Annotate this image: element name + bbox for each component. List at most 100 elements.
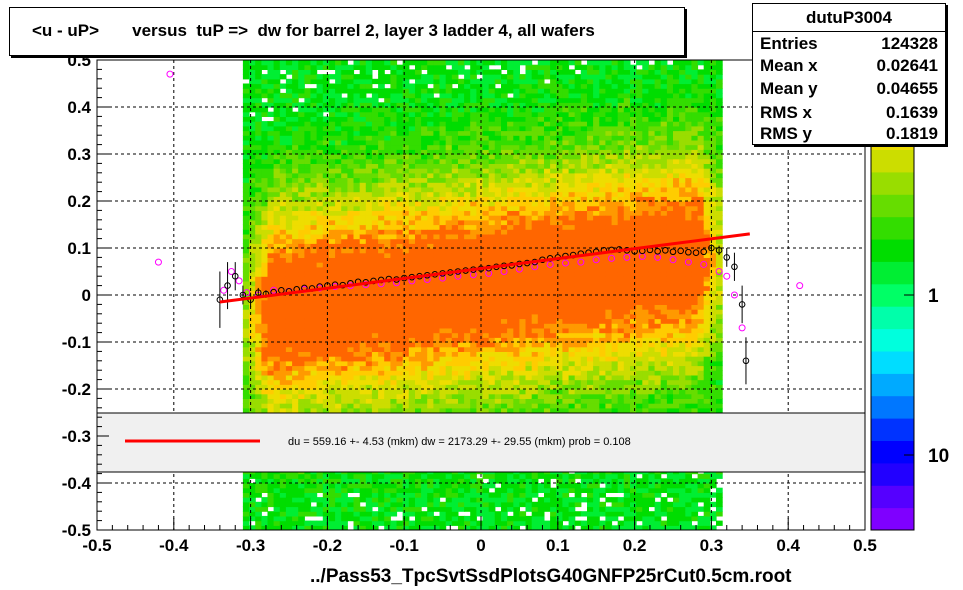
heatmap-cell <box>470 276 477 282</box>
heatmap-cell <box>249 74 256 80</box>
heatmap-cell <box>267 327 275 334</box>
heatmap-cell <box>501 266 508 273</box>
heatmap-cell <box>482 168 490 174</box>
heatmap-cell <box>279 266 287 273</box>
heatmap-cell <box>402 473 410 479</box>
heatmap-cell <box>476 78 484 85</box>
heatmap-cell <box>402 318 410 324</box>
heatmap-cell <box>304 248 312 254</box>
heatmap-cell <box>347 365 355 371</box>
heatmap-cell <box>255 135 262 141</box>
heatmap-cell <box>464 497 471 503</box>
heatmap-cell <box>359 130 367 136</box>
heatmap-cell <box>328 243 336 249</box>
heatmap-cell <box>261 473 269 479</box>
heatmap-cell <box>242 158 250 164</box>
heatmap-cell <box>537 144 545 150</box>
heatmap-cell <box>427 219 434 226</box>
heatmap-cell <box>544 276 551 282</box>
heatmap-cell <box>384 323 391 329</box>
heatmap-cell <box>378 356 385 362</box>
heatmap-cell <box>537 365 545 371</box>
heatmap-cell <box>279 478 287 484</box>
heatmap-cell <box>384 351 391 357</box>
heatmap-cell <box>371 60 379 66</box>
heatmap-cell <box>507 403 514 409</box>
heatmap-cell <box>550 219 557 226</box>
heatmap-cell <box>347 506 355 512</box>
heatmap-cell <box>427 172 434 179</box>
heatmap-cell <box>476 219 484 226</box>
heatmap-cell <box>513 360 520 367</box>
heatmap-cell <box>378 295 385 301</box>
heatmap-cell <box>519 313 527 320</box>
heatmap-cell <box>341 83 348 89</box>
heatmap-cell <box>285 313 293 320</box>
heatmap-cell <box>519 172 527 179</box>
heatmap-cell <box>242 191 250 197</box>
heatmap-cell <box>371 501 379 508</box>
heatmap-cell <box>285 403 293 409</box>
heatmap-cell <box>408 356 416 362</box>
heatmap-cell <box>242 139 250 146</box>
heatmap-cell <box>433 219 441 226</box>
heatmap-cell <box>292 473 299 479</box>
heatmap-cell <box>335 186 342 193</box>
heatmap-cell <box>298 304 305 310</box>
heatmap-cell <box>341 215 348 221</box>
heatmap-cell <box>292 248 299 254</box>
heatmap-cell <box>494 318 502 324</box>
heatmap-cell <box>316 525 324 530</box>
heatmap-cell <box>408 205 416 211</box>
heatmap-cell <box>353 266 361 273</box>
heatmap-cell <box>378 398 385 404</box>
heatmap-cell <box>476 177 484 183</box>
heatmap-cell <box>390 107 398 113</box>
heatmap-cell <box>458 243 465 249</box>
heatmap-cell <box>421 393 428 399</box>
heatmap-cell <box>341 379 348 385</box>
heatmap-cell <box>261 139 269 146</box>
heatmap-cell <box>347 309 355 315</box>
heatmap-cell <box>531 271 539 277</box>
heatmap-cell <box>292 327 299 334</box>
heatmap-cell <box>365 64 373 70</box>
heatmap-cell <box>458 389 465 395</box>
heatmap-cell <box>378 342 385 348</box>
heatmap-cell <box>378 125 385 132</box>
heatmap-cell <box>359 139 367 146</box>
heatmap-cell <box>494 172 502 179</box>
heatmap-cell <box>445 74 453 80</box>
heatmap-cell <box>488 97 496 103</box>
heatmap-cell <box>544 389 551 395</box>
heatmap-cell <box>298 327 305 334</box>
heatmap-cell <box>537 337 545 343</box>
heatmap-cell <box>371 379 379 385</box>
heatmap-cell <box>476 483 484 489</box>
heatmap-cell <box>255 224 262 230</box>
heatmap-cell <box>273 356 281 362</box>
heatmap-cell <box>494 196 502 202</box>
heatmap-cell <box>458 295 465 301</box>
heatmap-cell <box>525 182 533 188</box>
heatmap-cell <box>304 210 312 216</box>
heatmap-cell <box>544 266 551 273</box>
heatmap-cell <box>316 177 324 183</box>
heatmap-cell <box>439 327 447 334</box>
heatmap-cell <box>513 398 520 404</box>
heatmap-cell <box>249 356 256 362</box>
heatmap-cell <box>255 219 262 226</box>
heatmap-cell <box>507 238 514 244</box>
heatmap-cell <box>341 102 348 108</box>
heatmap-cell <box>494 501 502 508</box>
heatmap-cell <box>439 139 447 146</box>
heatmap-cell <box>249 78 256 85</box>
heatmap-cell <box>242 285 250 291</box>
heatmap-cell <box>458 215 465 221</box>
heatmap-cell <box>537 520 545 526</box>
heatmap-cell <box>476 295 484 301</box>
heatmap-cell <box>371 313 379 320</box>
heatmap-cell <box>531 403 539 409</box>
heatmap-cell <box>335 78 342 85</box>
heatmap-cell <box>261 83 269 89</box>
